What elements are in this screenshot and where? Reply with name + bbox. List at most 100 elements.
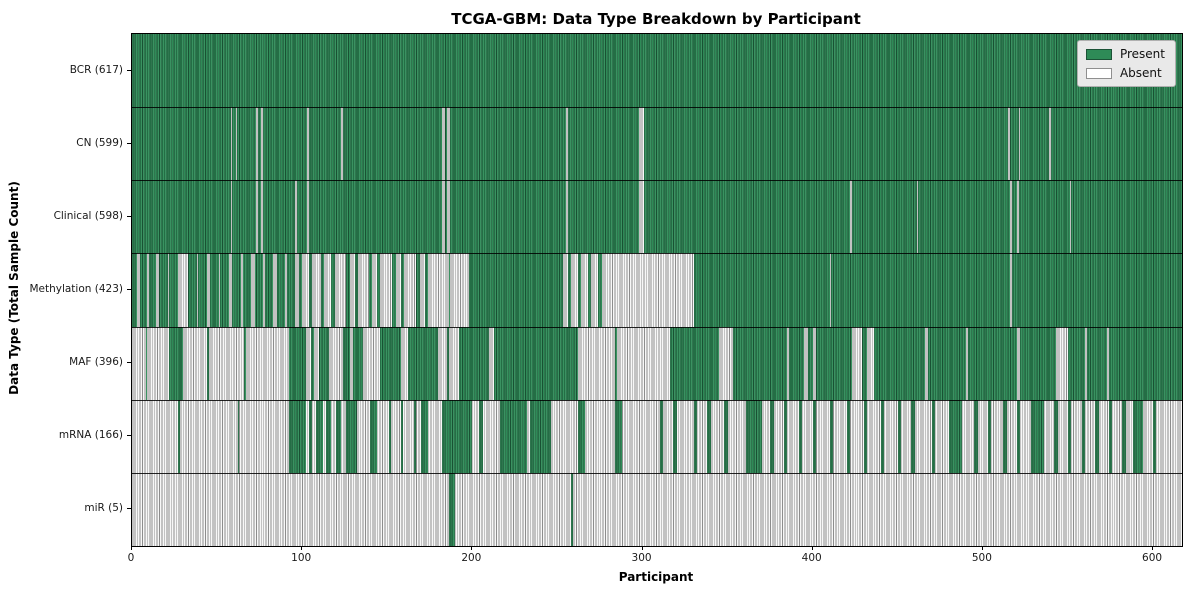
absent-segment (1084, 326, 1087, 400)
plot-area: Present Absent (131, 33, 1183, 547)
absent-segment (218, 253, 221, 327)
absent-segment (400, 326, 408, 400)
absent-segment (132, 326, 146, 400)
absent-segment (147, 326, 170, 400)
absent-segment (562, 253, 568, 327)
absent-segment (617, 326, 670, 400)
present-segment (448, 472, 456, 546)
absent-segment (305, 326, 311, 400)
legend: Present Absent (1076, 40, 1176, 87)
row-strip-clinical (132, 180, 1182, 254)
xtick-mark (131, 546, 132, 550)
ytick-mark (127, 508, 131, 510)
absent-segment (235, 107, 238, 181)
row-strip-mir (132, 472, 1182, 546)
xtick-label-0: 0 (127, 552, 135, 564)
present-segment (799, 399, 803, 473)
present-segment (308, 399, 313, 473)
row-strip-cn (132, 107, 1182, 181)
present-segment (897, 399, 902, 473)
x-axis-title: Participant (618, 570, 694, 584)
absent-segment (137, 253, 141, 327)
xtick-mark (1152, 546, 1154, 550)
ytick-label-maf: MAF (396) (69, 356, 123, 369)
absent-segment (371, 253, 378, 327)
absent-segment (829, 253, 832, 327)
absent-segment (1016, 180, 1019, 254)
present-segment (1122, 399, 1126, 473)
row-divider (132, 326, 1182, 328)
absent-segment (446, 180, 451, 254)
absent-segment (240, 253, 243, 327)
absent-segment (263, 253, 265, 327)
absent-segment (261, 107, 264, 181)
present-segment (1132, 399, 1143, 473)
present-segment (1108, 399, 1113, 473)
absent-segment (147, 253, 149, 327)
ytick-label-mrna: mRNA (166) (58, 429, 123, 442)
present-segment (336, 399, 342, 473)
present-segment (530, 399, 551, 473)
absent-segment (804, 326, 808, 400)
xtick-label-300: 300 (631, 552, 652, 564)
absent-segment (404, 253, 417, 327)
present-segment (177, 399, 180, 473)
xtick-label-200: 200 (461, 552, 482, 564)
present-segment (1003, 399, 1007, 473)
absent-segment (851, 326, 863, 400)
absent-segment (1056, 326, 1068, 400)
absent-segment (850, 180, 852, 254)
absent-segment (591, 253, 599, 327)
ytick-mark (127, 142, 131, 144)
legend-present-label: Present (1119, 47, 1165, 61)
ytick-mark (127, 215, 131, 217)
present-segment (783, 399, 788, 473)
present-segment (846, 399, 851, 473)
present-segment (370, 399, 378, 473)
absent-segment (208, 326, 245, 400)
ytick-label-bcr: BCR (617) (69, 63, 123, 76)
absent-segment (450, 253, 469, 327)
present-segment (746, 399, 762, 473)
absent-segment (349, 253, 355, 327)
absent-segment (358, 253, 369, 327)
absent-segment (571, 253, 578, 327)
absent-segment (925, 326, 929, 400)
present-segment (479, 399, 483, 473)
absent-segment (577, 326, 616, 400)
present-segment (1095, 399, 1099, 473)
absent-segment (230, 107, 233, 181)
xtick-mark (301, 546, 303, 550)
present-segment (693, 399, 697, 473)
ytick-mark (127, 69, 131, 71)
absent-segment (441, 180, 446, 254)
absent-segment (273, 253, 277, 327)
absent-segment (1016, 326, 1021, 400)
ytick-label-methylation: Methylation (423) (29, 283, 123, 295)
present-segment (770, 399, 774, 473)
present-segment (400, 399, 403, 473)
absent-segment (256, 107, 258, 181)
absent-segment (295, 253, 299, 327)
absent-segment (601, 253, 694, 327)
absent-segment (177, 253, 189, 327)
absent-segment (307, 180, 309, 254)
row-strip-mrna (132, 399, 1182, 473)
absent-segment (1008, 107, 1011, 181)
absent-segment (489, 326, 495, 400)
row-strip-maf (132, 326, 1182, 400)
xtick-mark (811, 546, 813, 550)
row-divider (132, 107, 1182, 109)
present-segment (421, 399, 429, 473)
legend-absent-label: Absent (1119, 66, 1162, 80)
absent-segment (1069, 180, 1072, 254)
present-segment (1016, 399, 1021, 473)
present-segment (863, 399, 868, 473)
present-segment (577, 399, 585, 473)
present-segment (911, 399, 915, 473)
absent-segment (363, 326, 381, 400)
present-segment (1081, 399, 1085, 473)
present-segment (974, 399, 978, 473)
present-segment (812, 399, 817, 473)
